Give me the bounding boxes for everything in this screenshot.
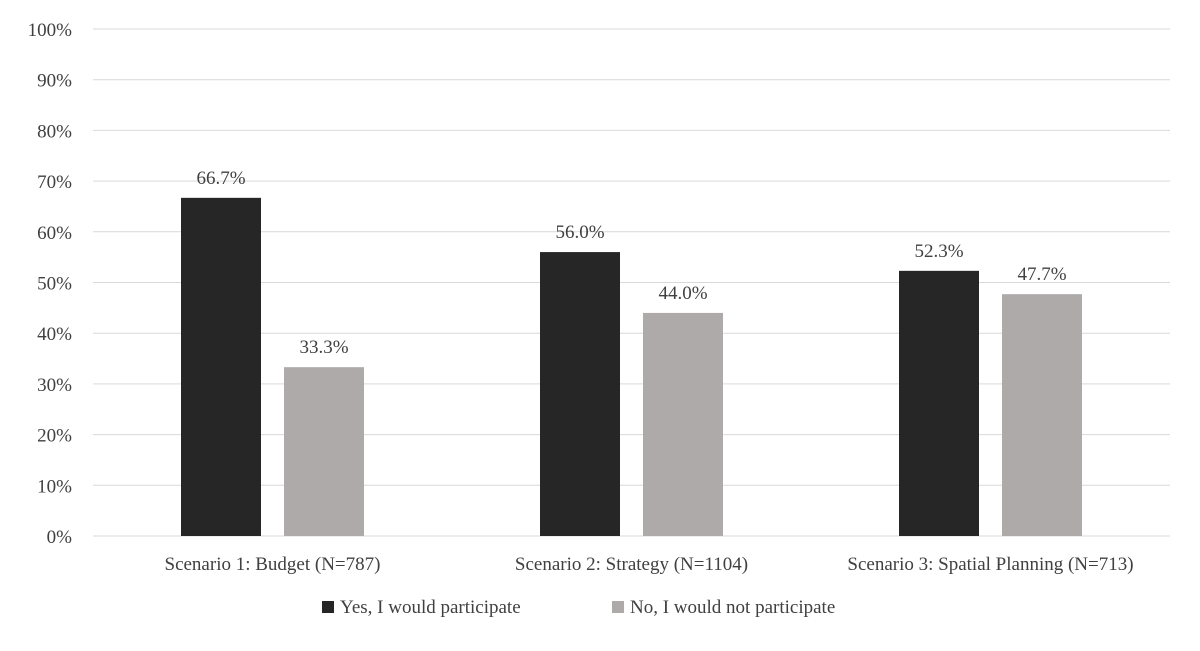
bar-yes-2: [540, 252, 620, 536]
bar-no-1: [284, 367, 364, 536]
legend-swatch: [612, 601, 624, 613]
data-label: 66.7%: [196, 168, 245, 189]
y-tick-label: 40%: [37, 324, 72, 345]
y-tick-label: 70%: [37, 172, 72, 193]
category-label: Scenario 1: Budget (N=787): [165, 554, 381, 575]
grid-lines: [93, 28, 1170, 537]
x-axis-categories: Scenario 1: Budget (N=787) Scenario 2: St…: [165, 554, 1134, 575]
bar-yes-3: [899, 270, 979, 536]
legend: Yes, I would participate No, I would not …: [322, 597, 835, 618]
y-tick-label: 30%: [37, 375, 72, 396]
legend-swatch: [322, 601, 334, 613]
category-label: Scenario 2: Strategy (N=1104): [515, 554, 748, 575]
data-label: 33.3%: [299, 337, 348, 358]
y-tick-label: 90%: [37, 71, 72, 92]
bar-no-3: [1002, 294, 1082, 536]
data-label: 56.0%: [555, 222, 604, 243]
data-labels: 66.7% 33.3% 56.0% 44.0% 52.3% 47.7%: [196, 168, 1066, 358]
y-tick-label: 20%: [37, 426, 72, 447]
bar-no-2: [643, 312, 723, 536]
y-tick-label: 60%: [37, 223, 72, 244]
category-label: Scenario 3: Spatial Planning (N=713): [847, 554, 1133, 575]
legend-label: Yes, I would participate: [340, 597, 521, 618]
y-tick-label: 0%: [47, 527, 73, 548]
y-tick-label: 80%: [37, 121, 72, 142]
data-label: 44.0%: [658, 283, 707, 304]
bar-yes-1: [181, 197, 261, 536]
bars: [181, 197, 1082, 536]
data-label: 47.7%: [1017, 264, 1066, 285]
legend-label: No, I would not participate: [630, 597, 835, 618]
y-axis-ticks: 0% 10% 20% 30% 40% 50% 60% 70% 80% 90% 100%: [28, 20, 73, 548]
data-label: 52.3%: [914, 241, 963, 262]
y-tick-label: 10%: [37, 476, 72, 497]
y-tick-label: 50%: [37, 274, 72, 295]
y-tick-label: 100%: [28, 20, 73, 41]
